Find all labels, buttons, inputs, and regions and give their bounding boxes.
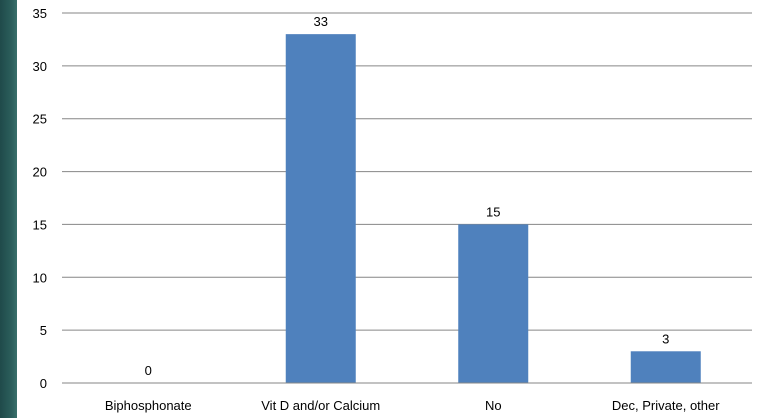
category-label: Dec, Private, other: [612, 398, 720, 413]
y-tick-label: 30: [33, 59, 47, 74]
bar: [630, 351, 701, 383]
y-tick-label: 35: [33, 6, 47, 21]
data-label: 3: [662, 331, 669, 346]
gridlines: [62, 12, 752, 331]
bar: [458, 224, 529, 383]
category-label: Biphosphonate: [105, 398, 192, 413]
category-label: No: [485, 398, 502, 413]
data-label: 0: [145, 363, 152, 378]
y-tick-label: 0: [40, 376, 47, 391]
y-tick-label: 15: [33, 217, 47, 232]
side-accent-stripe: [0, 0, 17, 418]
bar: [285, 34, 356, 384]
bars: [285, 34, 701, 384]
data-labels: 0 33 15 3: [145, 14, 670, 378]
x-axis-category-labels: Biphosphonate Vit D and/or Calcium No Dec, …: [105, 398, 720, 413]
y-tick-label: 5: [40, 323, 47, 338]
y-tick-label: 10: [33, 270, 47, 285]
y-tick-label: 20: [33, 165, 47, 180]
category-label: Vit D and/or Calcium: [261, 398, 380, 413]
data-label: 15: [486, 204, 500, 219]
y-axis-tick-labels: 0 5 10 15 20 25 30 35: [33, 6, 47, 391]
y-tick-label: 25: [33, 112, 47, 127]
data-label: 33: [314, 14, 328, 29]
